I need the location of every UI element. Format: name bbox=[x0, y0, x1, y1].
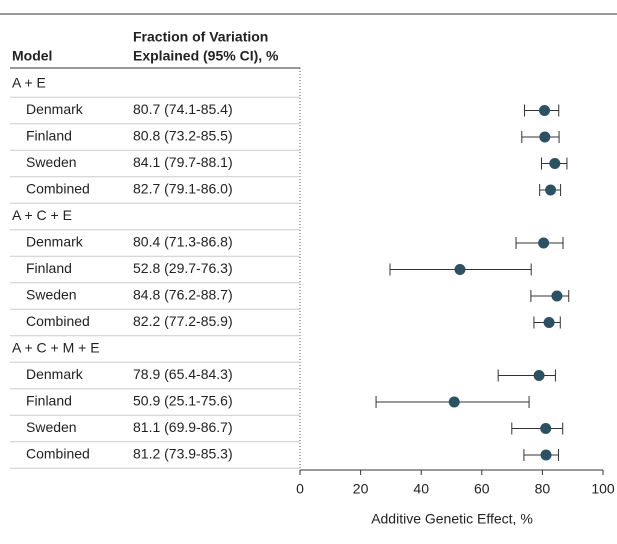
point-estimate bbox=[549, 158, 561, 169]
column-header: Explained (95% CI), % bbox=[133, 48, 279, 64]
point-estimate bbox=[538, 237, 550, 249]
x-tick-label: 60 bbox=[474, 481, 490, 497]
row-estimate: 84.1 (79.7-88.1) bbox=[133, 154, 233, 170]
row-estimate: 81.2 (73.9-85.3) bbox=[133, 446, 233, 462]
row-estimate: 52.8 (29.7-76.3) bbox=[133, 260, 233, 276]
group-label: A + C + E bbox=[12, 207, 72, 223]
row-name: Sweden bbox=[26, 287, 77, 303]
x-tick-label: 20 bbox=[353, 481, 369, 497]
row-name: Finland bbox=[26, 128, 72, 144]
group-label: A + E bbox=[12, 75, 46, 91]
row-name: Sweden bbox=[26, 419, 77, 435]
point-estimate bbox=[448, 396, 460, 408]
row-estimate: 80.4 (71.3-86.8) bbox=[133, 234, 233, 250]
row-name: Finland bbox=[26, 260, 72, 276]
x-tick-label: 0 bbox=[296, 481, 304, 497]
row-name: Finland bbox=[26, 393, 72, 409]
point-estimate bbox=[539, 131, 551, 143]
row-estimate: 80.7 (74.1-85.4) bbox=[133, 101, 233, 117]
x-tick-label: 80 bbox=[535, 481, 551, 497]
row-name: Combined bbox=[26, 181, 90, 197]
row-estimate: 78.9 (65.4-84.3) bbox=[133, 366, 233, 382]
x-tick-label: 100 bbox=[591, 481, 615, 497]
point-estimate bbox=[539, 105, 551, 116]
x-axis-label: Additive Genetic Effect, % bbox=[371, 511, 533, 527]
column-header: Model bbox=[12, 48, 52, 64]
row-estimate: 82.7 (79.1-86.0) bbox=[133, 181, 233, 197]
row-estimate: 82.2 (77.2-85.9) bbox=[133, 313, 233, 329]
row-name: Sweden bbox=[26, 154, 77, 170]
point-estimate bbox=[545, 184, 557, 196]
row-name: Denmark bbox=[26, 101, 84, 117]
row-name: Denmark bbox=[26, 366, 84, 382]
x-tick-label: 40 bbox=[413, 481, 429, 497]
row-estimate: 80.8 (73.2-85.5) bbox=[133, 128, 233, 144]
row-name: Denmark bbox=[26, 234, 84, 250]
group-label: A + C + M + E bbox=[12, 340, 100, 356]
point-estimate bbox=[540, 449, 552, 461]
point-estimate bbox=[543, 317, 555, 328]
point-estimate bbox=[551, 290, 563, 302]
row-name: Combined bbox=[26, 313, 90, 329]
point-estimate bbox=[454, 264, 466, 275]
row-estimate: 50.9 (25.1-75.6) bbox=[133, 393, 233, 409]
row-name: Combined bbox=[26, 446, 90, 462]
point-estimate bbox=[533, 370, 545, 381]
row-estimate: 81.1 (69.9-86.7) bbox=[133, 419, 233, 435]
column-header: Fraction of Variation bbox=[133, 29, 268, 45]
row-estimate: 84.8 (76.2-88.7) bbox=[133, 287, 233, 303]
point-estimate bbox=[540, 423, 552, 434]
